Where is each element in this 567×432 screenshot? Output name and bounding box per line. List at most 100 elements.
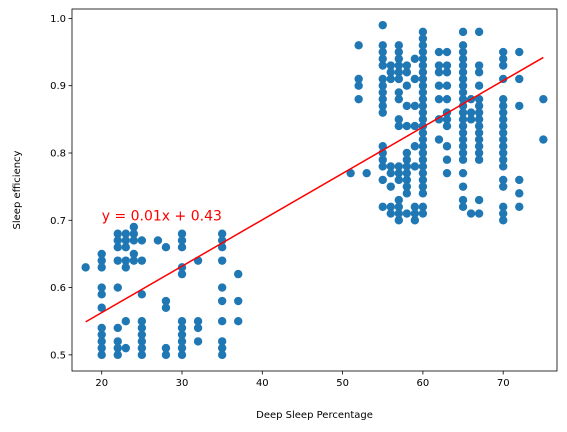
data-point (113, 256, 122, 265)
x-tick-label: 60 (417, 378, 430, 389)
data-point (499, 121, 508, 131)
data-point (418, 94, 428, 104)
data-point (193, 337, 203, 346)
data-point (418, 81, 428, 90)
data-point (129, 222, 139, 232)
data-point (161, 296, 171, 306)
data-point (193, 317, 203, 326)
data-point (418, 61, 428, 70)
data-point (97, 256, 106, 265)
data-point (499, 182, 508, 191)
data-point (499, 162, 508, 171)
data-point (410, 162, 420, 171)
data-point (515, 101, 524, 111)
data-point (418, 209, 428, 218)
data-point (386, 182, 395, 191)
data-point (418, 115, 428, 124)
data-point (121, 242, 130, 252)
data-point (161, 350, 171, 360)
data-point (137, 236, 147, 245)
data-point (499, 155, 508, 164)
data-point (410, 74, 420, 84)
data-point (499, 216, 508, 225)
data-point (97, 249, 106, 259)
data-point (458, 94, 468, 104)
data-point (499, 115, 508, 124)
data-point (402, 81, 412, 90)
data-point (515, 189, 524, 198)
data-point (394, 121, 404, 131)
x-tick-label: 70 (497, 378, 510, 389)
data-point (458, 54, 468, 63)
data-point (121, 236, 130, 245)
data-point (378, 61, 387, 70)
data-point (418, 34, 428, 43)
data-point (458, 142, 468, 151)
data-point (474, 128, 484, 138)
y-axis-label: Sleep efficiency (12, 150, 23, 229)
data-point (217, 317, 227, 326)
data-point (474, 195, 484, 205)
data-point (217, 337, 227, 346)
data-point (177, 337, 187, 346)
data-point (458, 168, 468, 178)
data-point (354, 94, 363, 104)
data-point (177, 242, 187, 252)
data-point (418, 41, 428, 50)
data-point (394, 209, 404, 218)
data-point (499, 94, 508, 104)
data-point (177, 229, 187, 238)
x-tick-label: 30 (176, 378, 189, 389)
data-point (458, 182, 468, 191)
data-point (458, 195, 468, 205)
data-point (418, 168, 428, 178)
data-point (394, 74, 404, 84)
data-point (458, 61, 468, 70)
data-point (394, 61, 404, 70)
data-point (402, 175, 412, 185)
data-point (129, 256, 139, 265)
annotation-layer: y = 0.01x + 0.43 (102, 208, 222, 224)
data-point (137, 256, 147, 265)
data-point (410, 142, 420, 151)
data-point (418, 162, 428, 171)
data-point (402, 148, 412, 158)
data-point (217, 296, 227, 306)
data-point (121, 229, 130, 238)
data-point (137, 330, 147, 339)
data-point (402, 162, 412, 171)
data-point (217, 283, 227, 292)
data-point (474, 108, 484, 117)
data-point (418, 142, 428, 151)
data-point (410, 101, 420, 111)
y-tick-label: 0.9 (50, 81, 66, 92)
data-point (466, 108, 476, 117)
data-point (474, 101, 484, 111)
data-point (442, 142, 452, 151)
data-point (394, 54, 404, 63)
data-point (499, 47, 508, 57)
data-point (121, 256, 130, 265)
data-point (394, 162, 404, 171)
data-point (402, 189, 412, 198)
data-point (474, 115, 484, 124)
y-tick-label: 0.6 (50, 283, 66, 294)
data-point (378, 54, 387, 63)
data-point (418, 54, 428, 63)
data-point (394, 94, 404, 104)
regression-equation: y = 0.01x + 0.43 (102, 208, 222, 224)
data-point (418, 88, 428, 97)
data-point (137, 350, 147, 360)
data-point (402, 101, 412, 111)
data-point (442, 121, 452, 131)
data-points (81, 20, 548, 360)
data-point (442, 168, 452, 178)
data-point (394, 41, 404, 50)
data-point (499, 61, 508, 70)
x-axis-label: Deep Sleep Percentage (256, 410, 373, 421)
data-point (458, 202, 468, 212)
data-point (177, 323, 187, 333)
data-point (113, 229, 122, 238)
data-point (458, 27, 468, 37)
data-point (378, 202, 387, 212)
